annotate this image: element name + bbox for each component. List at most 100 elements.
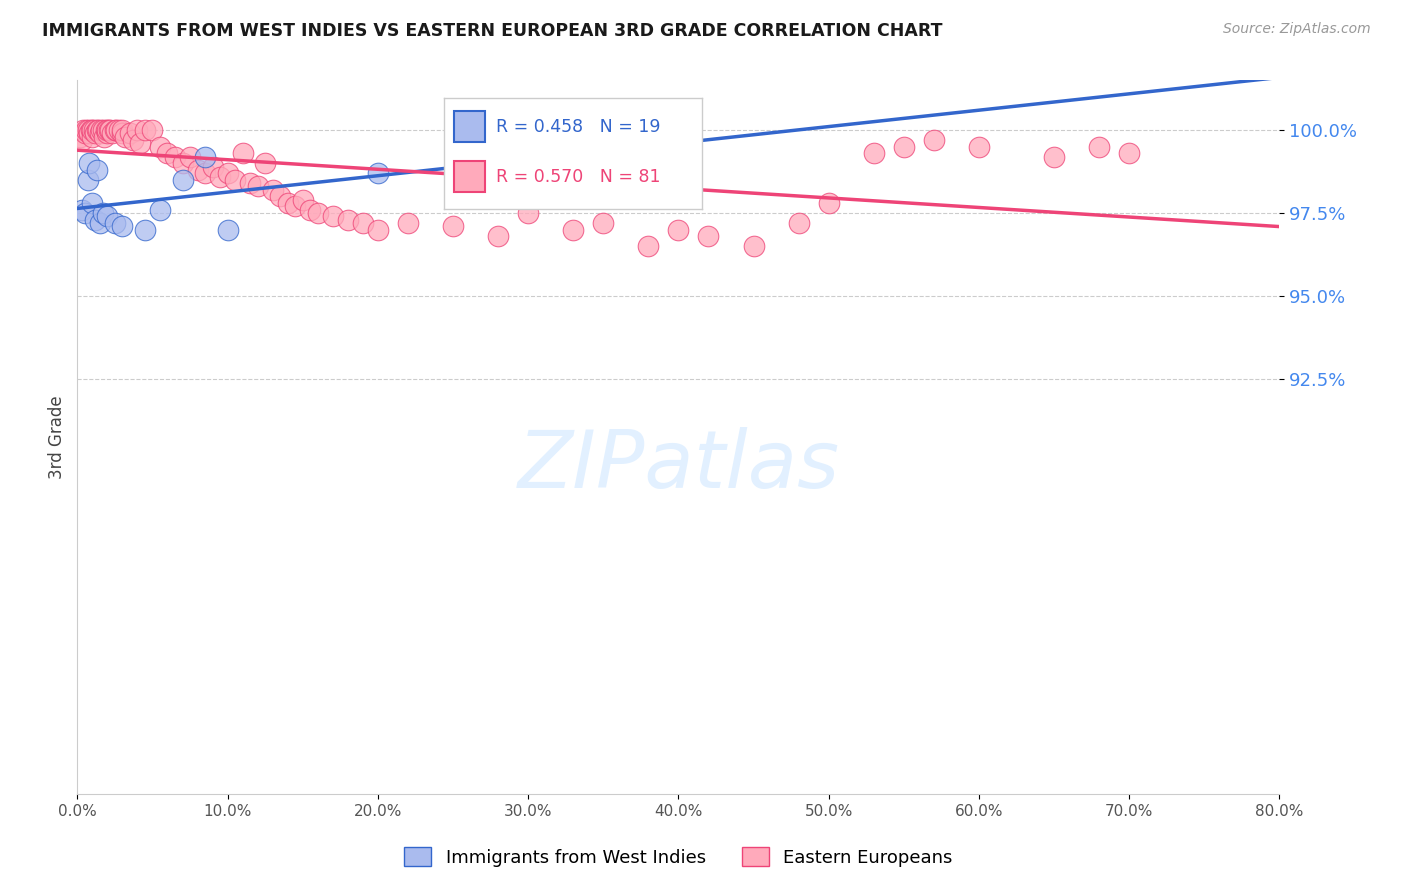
Point bbox=[96, 127, 118, 141]
Point bbox=[1118, 146, 1140, 161]
Point bbox=[82, 123, 104, 137]
Point bbox=[104, 123, 127, 137]
Point bbox=[84, 212, 107, 227]
Point bbox=[89, 127, 111, 141]
Point bbox=[94, 123, 117, 137]
Point bbox=[87, 123, 110, 137]
Point bbox=[592, 139, 614, 153]
Point bbox=[73, 206, 96, 220]
Point bbox=[70, 202, 93, 217]
Point bbox=[100, 123, 122, 137]
Point bbox=[172, 156, 194, 170]
Point bbox=[108, 123, 131, 137]
Point bbox=[217, 166, 239, 180]
Point bbox=[396, 216, 419, 230]
Point bbox=[269, 189, 291, 203]
Point bbox=[134, 123, 156, 137]
Point bbox=[697, 229, 720, 244]
Point bbox=[149, 202, 172, 217]
Point bbox=[73, 127, 96, 141]
Point bbox=[862, 146, 884, 161]
Point bbox=[82, 129, 104, 144]
Point bbox=[80, 123, 103, 137]
Point bbox=[592, 216, 614, 230]
Point bbox=[668, 222, 690, 236]
Point bbox=[104, 216, 127, 230]
Point bbox=[787, 216, 810, 230]
Point bbox=[201, 160, 224, 174]
Point bbox=[179, 150, 201, 164]
Point bbox=[922, 133, 945, 147]
Point bbox=[96, 210, 118, 224]
Point bbox=[284, 199, 307, 213]
Point bbox=[111, 123, 134, 137]
Point bbox=[101, 127, 124, 141]
Point bbox=[156, 146, 179, 161]
Text: Source: ZipAtlas.com: Source: ZipAtlas.com bbox=[1223, 22, 1371, 37]
Point bbox=[232, 146, 254, 161]
Point bbox=[141, 123, 163, 137]
Point bbox=[299, 202, 322, 217]
Point bbox=[239, 176, 262, 190]
Point bbox=[307, 206, 329, 220]
Point bbox=[83, 123, 105, 137]
Point bbox=[86, 162, 108, 177]
Point bbox=[79, 156, 101, 170]
Point bbox=[246, 179, 269, 194]
Point bbox=[967, 139, 990, 153]
Point bbox=[262, 183, 284, 197]
Point bbox=[69, 129, 91, 144]
Point bbox=[194, 150, 217, 164]
Point bbox=[90, 123, 112, 137]
Point bbox=[194, 166, 217, 180]
Point bbox=[817, 196, 839, 211]
Point bbox=[118, 127, 141, 141]
Point bbox=[893, 139, 915, 153]
Point bbox=[352, 216, 374, 230]
Point bbox=[70, 133, 93, 147]
Point bbox=[562, 222, 585, 236]
Point bbox=[209, 169, 232, 184]
Point bbox=[114, 129, 136, 144]
Point bbox=[1043, 150, 1066, 164]
Text: ZIPatlas: ZIPatlas bbox=[517, 426, 839, 505]
Point bbox=[122, 133, 145, 147]
Point bbox=[76, 173, 98, 187]
Point bbox=[91, 206, 114, 220]
Point bbox=[134, 222, 156, 236]
Point bbox=[322, 210, 344, 224]
Point bbox=[86, 123, 108, 137]
Point bbox=[111, 127, 134, 141]
Legend: Immigrants from West Indies, Eastern Europeans: Immigrants from West Indies, Eastern Eur… bbox=[396, 840, 960, 874]
Point bbox=[93, 129, 115, 144]
Point bbox=[84, 127, 107, 141]
Point bbox=[89, 216, 111, 230]
Y-axis label: 3rd Grade: 3rd Grade bbox=[48, 395, 66, 479]
Point bbox=[75, 123, 97, 137]
Point bbox=[172, 173, 194, 187]
Point bbox=[82, 196, 104, 211]
Point bbox=[336, 212, 359, 227]
Point bbox=[367, 166, 389, 180]
Point bbox=[277, 196, 299, 211]
Point bbox=[486, 229, 509, 244]
Point bbox=[163, 150, 186, 164]
Point bbox=[91, 123, 114, 137]
Point bbox=[1088, 139, 1111, 153]
Point bbox=[217, 222, 239, 236]
Point bbox=[224, 173, 246, 187]
Point bbox=[129, 136, 152, 151]
Point bbox=[111, 219, 134, 234]
Point bbox=[254, 156, 277, 170]
Point bbox=[149, 139, 172, 153]
Point bbox=[637, 239, 659, 253]
Point bbox=[186, 162, 209, 177]
Point bbox=[105, 123, 128, 137]
Point bbox=[367, 222, 389, 236]
Text: IMMIGRANTS FROM WEST INDIES VS EASTERN EUROPEAN 3RD GRADE CORRELATION CHART: IMMIGRANTS FROM WEST INDIES VS EASTERN E… bbox=[42, 22, 942, 40]
Point bbox=[72, 123, 94, 137]
Point bbox=[291, 193, 314, 207]
Point bbox=[96, 123, 118, 137]
Point bbox=[441, 219, 464, 234]
Point bbox=[127, 123, 149, 137]
